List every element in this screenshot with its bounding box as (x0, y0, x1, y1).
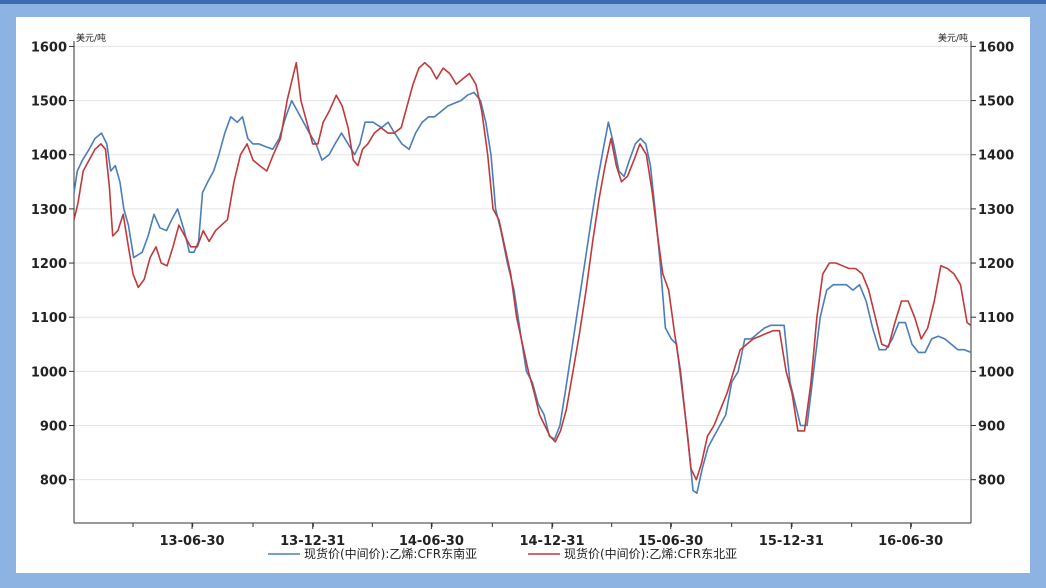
y-tick-label-right: 1300 (978, 203, 1014, 218)
y-tick-label-left: 1500 (31, 95, 67, 110)
x-tick-label: 13-06-30 (159, 534, 224, 549)
axes: 美元/吨 美元/吨 (73, 32, 972, 524)
y-tick-label-left: 1600 (31, 40, 67, 55)
y-tick-label-left: 1300 (31, 203, 67, 218)
top-border (0, 0, 1046, 4)
y-tick-label-left: 800 (40, 474, 67, 489)
right-unit-label: 美元/吨 (938, 32, 968, 44)
y-tick-label-right: 1500 (978, 95, 1014, 110)
series-line-2 (73, 61, 972, 481)
legend-label-1: 现货价(中间价):乙烯:CFR东南亚 (304, 546, 477, 561)
gridlines (74, 45, 971, 481)
x-tick-label: 13-12-31 (280, 534, 345, 549)
y-tick-label-right: 1000 (978, 365, 1014, 380)
y-tick-label-right: 800 (978, 474, 1005, 489)
y-tick-label-left: 900 (40, 420, 67, 435)
series-lines (73, 61, 972, 494)
y-tick-label-right: 1600 (978, 40, 1014, 55)
y-tick-label-left: 1200 (31, 257, 67, 272)
left-unit-label: 美元/吨 (76, 32, 106, 44)
legend: 现货价(中间价):乙烯:CFR东南亚 现货价(中间价):乙烯:CFR东北亚 (268, 546, 737, 561)
y-tick-label-right: 1100 (978, 311, 1014, 326)
y-tick-label-left: 1000 (31, 365, 67, 380)
x-tick-label: 14-12-31 (519, 534, 584, 549)
chart-panel: 美元/吨 美元/吨 800 800 900 900 1000 1000 1100 1100 12… (16, 17, 1030, 573)
x-tick-label: 16-06-30 (878, 534, 943, 549)
x-tick-label: 14-06-30 (399, 534, 464, 549)
line-chart: 美元/吨 美元/吨 800 800 900 900 1000 1000 1100 1100 12… (16, 17, 1030, 573)
x-tick-label: 15-12-31 (759, 534, 824, 549)
y-tick-label-left: 1100 (31, 311, 67, 326)
y-tick-label-right: 900 (978, 420, 1005, 435)
ticks: 800 800 900 900 1000 1000 1100 1100 1200 1200 1300… (31, 40, 1014, 549)
legend-label-2: 现货价(中间价):乙烯:CFR东北亚 (564, 546, 737, 561)
x-tick-label: 15-06-30 (638, 534, 703, 549)
y-tick-label-right: 1400 (978, 149, 1014, 164)
chart-background (16, 17, 1030, 573)
y-tick-label-right: 1200 (978, 257, 1014, 272)
y-tick-label-left: 1400 (31, 149, 67, 164)
